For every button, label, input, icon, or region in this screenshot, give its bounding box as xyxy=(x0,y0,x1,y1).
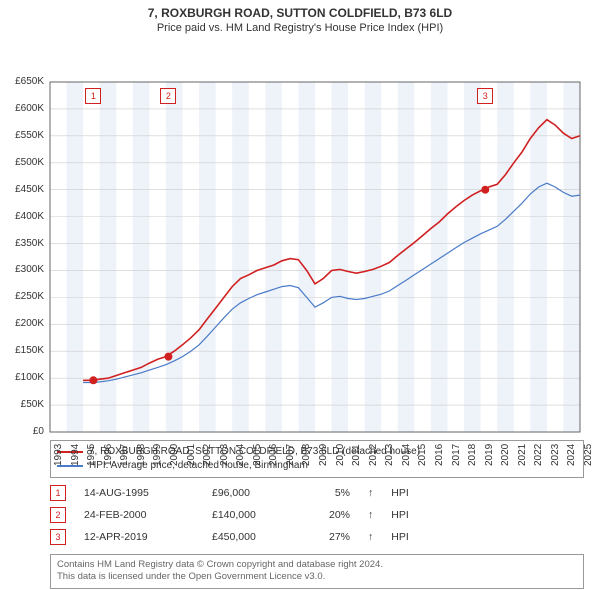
chart-subtitle: Price paid vs. HM Land Registry's House … xyxy=(0,20,600,38)
sale-price: £140,000 xyxy=(212,509,292,521)
chart-area: £0 £50K £100K £150K £200K £250K £300K £350K £400… xyxy=(0,38,600,434)
sale-price: £96,000 xyxy=(212,487,292,499)
x-axis-label: 2018 xyxy=(467,444,478,466)
y-axis-label: £450K xyxy=(0,184,44,195)
y-axis-label: £100K xyxy=(0,372,44,383)
y-axis-label: £500K xyxy=(0,157,44,168)
x-axis-label: 2023 xyxy=(550,444,561,466)
sale-pct: 20% xyxy=(310,509,350,521)
y-axis-label: £250K xyxy=(0,291,44,302)
chart-marker-2: 2 xyxy=(160,88,176,104)
x-axis-label: 1996 xyxy=(103,444,114,466)
y-axis-label: £600K xyxy=(0,103,44,114)
y-axis-label: £550K xyxy=(0,130,44,141)
x-axis-label: 2010 xyxy=(335,444,346,466)
footer-line-2: This data is licensed under the Open Gov… xyxy=(57,571,577,583)
x-axis-label: 1999 xyxy=(152,444,163,466)
sale-date: 24-FEB-2000 xyxy=(84,509,194,521)
chart-marker-3: 3 xyxy=(477,88,493,104)
x-axis-label: 2001 xyxy=(186,444,197,466)
x-axis-label: 2003 xyxy=(219,444,230,466)
x-axis-label: 2020 xyxy=(500,444,511,466)
x-axis-label: 2014 xyxy=(401,444,412,466)
sale-price: £450,000 xyxy=(212,531,292,543)
sale-pct: 5% xyxy=(310,487,350,499)
x-axis-label: 2011 xyxy=(351,444,362,466)
x-axis-label: 2016 xyxy=(434,444,445,466)
x-axis-label: 1994 xyxy=(70,444,81,466)
x-axis-label: 2004 xyxy=(235,444,246,466)
legend-item: HPI: Average price, detached house, Birm… xyxy=(57,459,577,473)
x-axis-label: 2015 xyxy=(417,444,428,466)
x-axis-label: 2012 xyxy=(368,444,379,466)
legend-item: 7, ROXBURGH ROAD, SUTTON COLDFIELD, B73 … xyxy=(57,445,577,459)
x-axis-label: 2024 xyxy=(566,444,577,466)
chart-title: 7, ROXBURGH ROAD, SUTTON COLDFIELD, B73 … xyxy=(0,0,600,20)
y-axis-label: £50K xyxy=(0,399,44,410)
sale-tag: 2 xyxy=(50,507,66,523)
x-axis-label: 2000 xyxy=(169,444,180,466)
x-axis-label: 1998 xyxy=(136,444,147,466)
sale-suffix: HPI xyxy=(391,487,409,499)
sales-table: 1 14-AUG-1995 £96,000 5% ↑ HPI 2 24-FEB-2000 £14… xyxy=(50,482,584,548)
sale-pct: 27% xyxy=(310,531,350,543)
sale-suffix: HPI xyxy=(391,531,409,543)
sale-date: 14-AUG-1995 xyxy=(84,487,194,499)
x-axis-label: 2009 xyxy=(318,444,329,466)
x-axis-label: 2006 xyxy=(268,444,279,466)
y-axis-label: £200K xyxy=(0,318,44,329)
y-axis-label: £650K xyxy=(0,76,44,87)
x-axis-label: 2017 xyxy=(451,444,462,466)
sale-suffix: HPI xyxy=(391,509,409,521)
x-axis-label: 1995 xyxy=(86,444,97,466)
arrow-up-icon: ↑ xyxy=(368,509,373,521)
footer-line-1: Contains HM Land Registry data © Crown c… xyxy=(57,559,577,571)
y-axis-label: £300K xyxy=(0,264,44,275)
x-axis-label: 1993 xyxy=(53,444,64,466)
y-axis-label: £350K xyxy=(0,238,44,249)
x-axis-label: 2005 xyxy=(252,444,263,466)
footer-attribution: Contains HM Land Registry data © Crown c… xyxy=(50,554,584,589)
x-axis-label: 2019 xyxy=(484,444,495,466)
y-axis-label: £400K xyxy=(0,211,44,222)
arrow-up-icon: ↑ xyxy=(368,531,373,543)
x-axis-label: 2008 xyxy=(301,444,312,466)
x-axis-label: 2002 xyxy=(202,444,213,466)
x-axis-label: 2007 xyxy=(285,444,296,466)
y-axis-label: £0 xyxy=(0,426,44,437)
table-row: 3 12-APR-2019 £450,000 27% ↑ HPI xyxy=(50,526,584,548)
sale-date: 12-APR-2019 xyxy=(84,531,194,543)
chart-marker-1: 1 xyxy=(85,88,101,104)
x-axis-label: 2025 xyxy=(583,444,594,466)
table-row: 2 24-FEB-2000 £140,000 20% ↑ HPI xyxy=(50,504,584,526)
x-axis-label: 2021 xyxy=(517,444,528,466)
x-axis-label: 2013 xyxy=(384,444,395,466)
x-axis-label: 2022 xyxy=(533,444,544,466)
x-axis-label: 1997 xyxy=(119,444,130,466)
y-axis-label: £150K xyxy=(0,345,44,356)
arrow-up-icon: ↑ xyxy=(368,487,373,499)
sale-tag: 3 xyxy=(50,529,66,545)
sale-tag: 1 xyxy=(50,485,66,501)
table-row: 1 14-AUG-1995 £96,000 5% ↑ HPI xyxy=(50,482,584,504)
